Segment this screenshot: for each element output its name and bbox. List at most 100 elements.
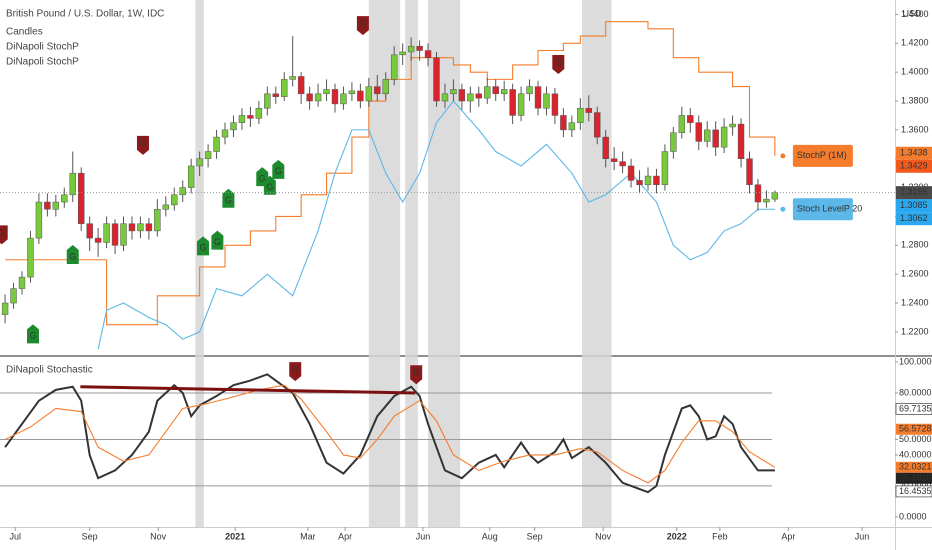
candle-body xyxy=(18,276,26,289)
candle-body xyxy=(517,93,525,116)
candle-body xyxy=(534,86,542,109)
candle-body xyxy=(297,76,305,95)
candle-body xyxy=(137,223,144,232)
series-tag-box xyxy=(792,144,853,167)
x-tick-label: Jun xyxy=(416,531,431,541)
value-label: 69.7135 xyxy=(899,403,932,413)
y-tick-label: 50.0000 xyxy=(899,434,932,444)
value-label: 32.0321 xyxy=(899,462,932,472)
candle-body xyxy=(712,129,719,148)
candle-body xyxy=(636,180,643,185)
candle-body xyxy=(560,115,567,131)
candle-body xyxy=(44,201,51,210)
candle-body xyxy=(390,54,398,80)
y-tick-label: 1.2800 xyxy=(901,240,929,250)
candle-body xyxy=(331,89,339,105)
candle-body xyxy=(678,115,686,134)
candle-body xyxy=(204,151,212,159)
x-tick-label: 2022 xyxy=(667,531,687,541)
price-label: 1.3438 xyxy=(900,148,928,158)
value-label-box xyxy=(896,461,932,473)
candle-body xyxy=(703,129,711,142)
candle-body xyxy=(644,175,652,185)
y-tick-label: 20.0000 xyxy=(899,480,932,490)
candle-body xyxy=(687,115,694,123)
candle-body xyxy=(543,93,550,109)
candle-body xyxy=(187,165,195,188)
candle-body xyxy=(407,45,415,53)
x-tick-label: Sep xyxy=(527,531,543,541)
y-tick-label: 100.0000 xyxy=(899,356,932,366)
signal-label: R xyxy=(413,368,420,378)
candle-body xyxy=(213,136,220,152)
candle-body xyxy=(746,158,753,185)
signal-tag xyxy=(197,236,210,256)
signal-label: G xyxy=(139,138,146,148)
signal-tag xyxy=(66,244,79,264)
candle-body xyxy=(585,107,592,113)
value-label: 25.1929 xyxy=(899,473,932,483)
signal-tag xyxy=(222,188,235,208)
candle-body xyxy=(145,223,153,232)
y-tick-label: 0.0000 xyxy=(899,511,927,521)
candle-body xyxy=(238,115,246,123)
candle-body xyxy=(467,93,474,102)
session-shade xyxy=(195,0,204,527)
session-shade xyxy=(428,0,461,527)
signal-label: G xyxy=(69,251,76,261)
stochastic-line xyxy=(4,384,776,484)
signal-tag xyxy=(289,362,302,382)
x-tick-label: Mar xyxy=(300,531,316,541)
signal-tag xyxy=(26,324,39,344)
signal-label: G xyxy=(275,166,282,176)
price-label-box xyxy=(896,212,932,226)
session-shade xyxy=(405,0,418,527)
candle-body xyxy=(357,90,364,102)
candle-body xyxy=(374,86,381,95)
candle-body xyxy=(35,201,43,239)
legend-entry: DiNapoli StochP xyxy=(6,42,79,53)
candle-body xyxy=(314,93,322,102)
candle-body xyxy=(111,223,119,246)
candle-body xyxy=(323,89,330,95)
candle-body xyxy=(441,93,449,102)
candle-body xyxy=(306,93,313,102)
x-tick-label: Aug xyxy=(482,531,498,541)
y-tick-label: 40.0000 xyxy=(899,449,932,459)
price-label: 1.3429 xyxy=(900,161,928,171)
value-label-box xyxy=(896,423,932,435)
pane-title: DiNapoli Stochastic xyxy=(6,365,93,376)
value-label-box xyxy=(895,485,932,498)
series-end-dot xyxy=(780,153,786,159)
chart-title: British Pound / U.S. Dollar, 1W, IDC xyxy=(6,9,164,20)
candle-body xyxy=(627,165,635,181)
price-label-box xyxy=(896,146,932,160)
candle-body xyxy=(610,158,618,162)
candle-body xyxy=(179,187,186,196)
signal-tag xyxy=(272,159,285,179)
x-tick-label: Jun xyxy=(855,531,870,541)
candle-body xyxy=(171,194,178,206)
signal-label: G xyxy=(0,228,5,238)
y-tick-label: 1.4200 xyxy=(901,38,929,48)
candle-body xyxy=(695,122,702,142)
y-tick-label: 1.2400 xyxy=(901,297,929,307)
signal-tag xyxy=(136,135,149,155)
x-tick-label: 2021 xyxy=(225,531,245,541)
candle-body xyxy=(69,172,76,196)
candle-body xyxy=(230,122,237,131)
x-tick-label: Jul xyxy=(9,531,21,541)
price-label-box xyxy=(896,186,932,200)
candle-body xyxy=(433,57,440,102)
candle-body xyxy=(729,123,736,128)
x-tick-label: Sep xyxy=(82,531,98,541)
candle-body xyxy=(27,237,34,278)
candle-body xyxy=(264,93,271,109)
candle-body xyxy=(670,132,677,152)
value-label: 56.5728 xyxy=(899,424,932,434)
candle-body xyxy=(763,198,770,203)
price-label: 1.3165 xyxy=(900,187,928,197)
candle-body xyxy=(162,204,170,210)
candle-body xyxy=(450,89,457,95)
signal-label: G xyxy=(225,195,232,205)
